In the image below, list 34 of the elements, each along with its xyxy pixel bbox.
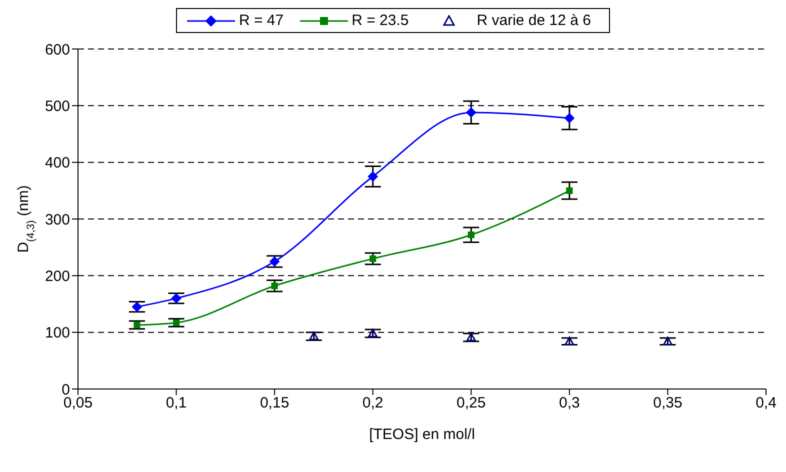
point xyxy=(370,255,376,262)
x-tick-label: 0,35 xyxy=(653,394,682,412)
point xyxy=(132,302,142,312)
legend-label: R varie de 12 à 6 xyxy=(476,12,591,29)
x-tick-label: 0,3 xyxy=(559,394,580,412)
y-tick-label: 600 xyxy=(44,41,70,58)
x-tick-label: 0,2 xyxy=(362,394,384,412)
x-tick-label: 0,4 xyxy=(756,394,776,412)
point xyxy=(468,232,474,238)
y-tick-label: 200 xyxy=(44,268,70,285)
x-tick-label: 0,1 xyxy=(166,394,187,412)
x-tick-label: 0,15 xyxy=(260,394,290,412)
legend-label: R = 47 xyxy=(239,12,284,29)
point xyxy=(172,319,180,326)
point xyxy=(171,293,182,304)
point xyxy=(564,336,574,346)
point xyxy=(368,328,378,338)
point xyxy=(271,282,278,290)
point xyxy=(270,256,280,266)
point xyxy=(309,332,319,340)
legend-label: R = 23.5 xyxy=(352,12,409,29)
point xyxy=(662,336,672,346)
point xyxy=(134,322,140,328)
y-tick-label: 500 xyxy=(44,98,70,115)
x-axis-title: [TEOS] en mol/l xyxy=(369,426,475,443)
point xyxy=(566,187,573,194)
point xyxy=(564,113,574,124)
point xyxy=(466,332,476,342)
y-tick-label: 300 xyxy=(44,211,70,228)
point xyxy=(466,107,476,118)
x-tick-label: 0,25 xyxy=(456,394,486,412)
y-tick-label: 100 xyxy=(44,324,70,342)
y-tick-label: 400 xyxy=(44,154,70,172)
point xyxy=(368,172,378,182)
